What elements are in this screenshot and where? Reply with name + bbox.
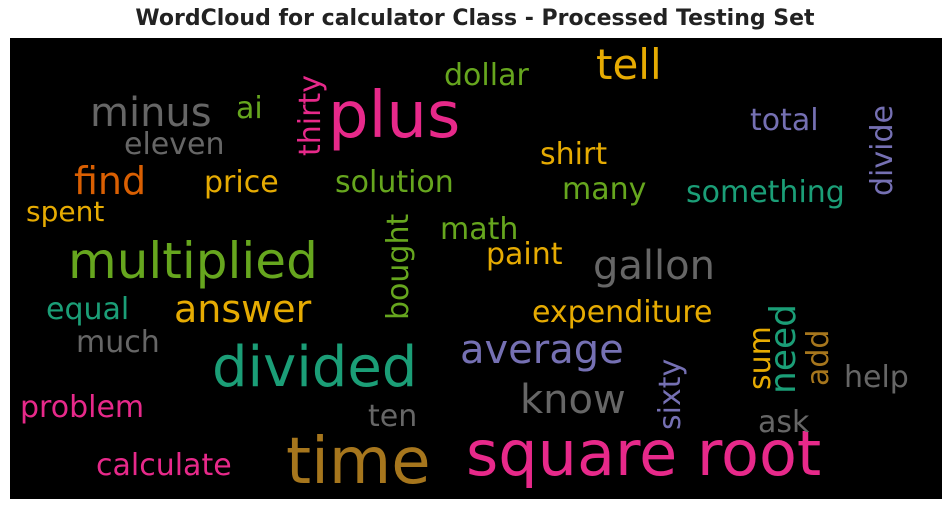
word-much: much [76,325,160,360]
word-price: price [204,165,279,200]
word-problem: problem [20,390,145,425]
word-sixty: sixty [653,358,688,430]
word-divided: divided [212,335,418,400]
word-thirty: thirty [293,75,328,156]
word-multiplied: multiplied [68,232,318,290]
word-know: know [520,377,626,423]
word-help: help [844,360,909,395]
word-sum: sum [743,326,778,390]
word-many: many [562,172,647,207]
word-ten: ten [368,399,418,434]
word-add: add [801,329,836,386]
word-average: average [460,327,624,373]
word-shirt: shirt [540,137,608,172]
word-cloud-canvas: plus square root time divided multiplied… [10,38,942,499]
word-square-root: square root [466,417,822,490]
word-spent: spent [26,195,105,228]
word-something: something [686,175,845,210]
word-equal: equal [46,292,130,327]
word-gallon: gallon [593,243,715,289]
word-ai: ai [236,91,263,126]
word-dollar: dollar [444,58,529,93]
word-ask: ask [758,405,810,440]
page-title: WordCloud for calculator Class - Process… [135,6,815,31]
word-calculate: calculate [96,448,232,483]
word-paint: paint [486,237,563,272]
word-answer: answer [174,287,312,331]
word-total: total [750,103,819,138]
word-bought: bought [381,213,416,320]
word-math: math [440,212,519,247]
word-minus: minus [90,90,212,136]
word-find: find [74,159,147,203]
word-eleven: eleven [124,127,225,162]
word-expenditure: expenditure [532,295,713,330]
word-divide: divide [865,105,900,196]
word-tell: tell [596,40,662,89]
word-time: time [286,425,431,499]
word-solution: solution [335,165,454,200]
word-plus: plus [328,79,461,153]
